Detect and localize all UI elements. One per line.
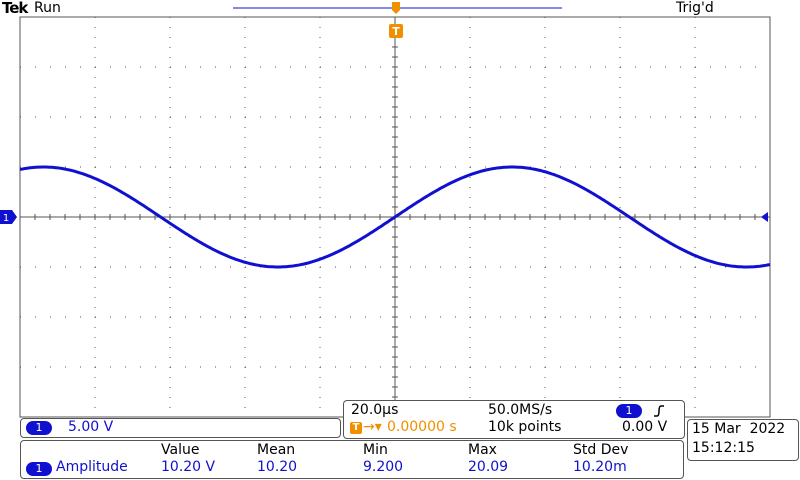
- date: 15 Mar 2022: [692, 421, 786, 437]
- trigger-position: 0.00000 s: [387, 419, 457, 435]
- svg-text:1: 1: [3, 213, 9, 224]
- run-state: Run: [34, 0, 61, 16]
- trigger-level-marker[interactable]: [761, 212, 768, 222]
- measurement-header-std-dev: Std Dev: [573, 442, 629, 458]
- rising-edge-icon: [654, 405, 664, 417]
- channel-1-ground-marker[interactable]: 1: [0, 210, 17, 224]
- svg-text:T: T: [392, 25, 400, 38]
- measurement-channel-badge: 1: [26, 462, 52, 476]
- time-per-div: 20.0µs: [351, 402, 399, 418]
- datetime-box: 15 Mar 2022 15:12:15: [687, 419, 799, 461]
- trigger-status: Trig'd: [676, 0, 714, 16]
- measurement-min: 9.200: [363, 459, 404, 475]
- measurement-header-max: Max: [468, 442, 497, 458]
- measurement-header-min: Min: [363, 442, 388, 458]
- trigger-source-badge: 1: [616, 404, 642, 418]
- measurement-header-mean: Mean: [257, 442, 296, 458]
- brand-logo: Tek: [2, 0, 28, 17]
- time: 15:12:15: [692, 440, 755, 456]
- trigger-level: 0.00 V: [622, 419, 668, 435]
- channel-1-badge: 1: [26, 421, 52, 435]
- channel-1-trace: [19, 165, 771, 269]
- sample-rate: 50.0MS/s: [488, 402, 553, 418]
- trigger-position-icon: T: [350, 422, 362, 434]
- measurement-max: 20.09: [468, 459, 509, 475]
- measurement-name: Amplitude: [56, 459, 128, 475]
- measurement-std-dev: 10.20m: [573, 459, 627, 475]
- measurement-box[interactable]: Value Mean Min Max Std Dev 1 Amplitude 1…: [20, 440, 684, 479]
- measurement-value: 10.20 V: [161, 459, 216, 475]
- timebase-box[interactable]: 20.0µs 50.0MS/s 1 T →▾ 0.00000 s 10k poi…: [343, 400, 685, 439]
- measurement-header-value: Value: [161, 442, 200, 458]
- trigger-arrow-icon: →▾: [363, 419, 382, 435]
- channel-scale-box[interactable]: 1 5.00 V: [20, 418, 341, 438]
- record-length: 10k points: [488, 419, 562, 435]
- measurement-mean: 10.20: [257, 459, 298, 475]
- trigger-T-icon: T: [389, 2, 403, 38]
- channel-scale: 5.00 V: [68, 419, 114, 435]
